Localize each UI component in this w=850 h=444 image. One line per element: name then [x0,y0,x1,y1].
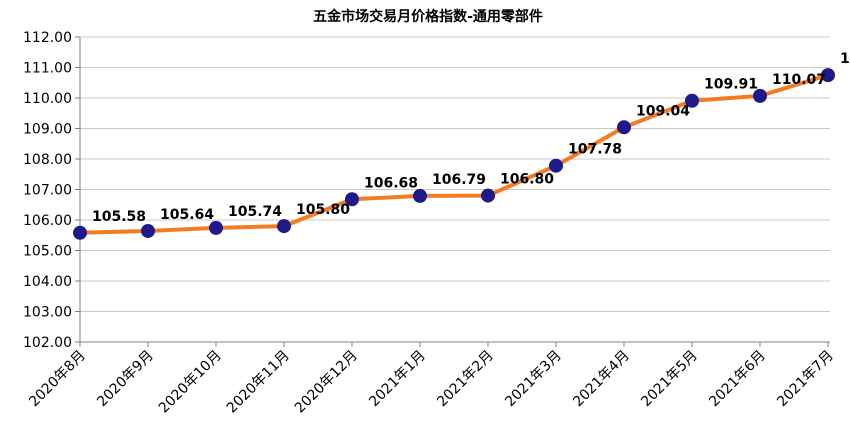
data-labels: 105.58 105.64 105.74 105.80 106.68 106.79 106.… [92,51,850,225]
data-point [617,120,631,135]
series-line [78,73,830,235]
data-point [549,158,563,173]
data-label: 105.80 [296,202,350,218]
data-label: 110.07 [772,72,826,88]
data-label: 105.58 [92,209,146,225]
data-label: 106.68 [364,175,418,191]
y-tick-label: 107.00 [23,183,72,199]
x-tick-label: 2021年1月 [366,348,429,411]
data-point [821,68,835,83]
data-point [413,188,427,203]
data-point [209,220,223,235]
x-tick-label: 2021年7月 [774,348,837,411]
data-label: 105.64 [160,207,214,223]
data-label: 106.80 [500,172,554,188]
data-point [345,192,359,207]
gridlines [80,36,830,343]
data-point [277,219,291,234]
x-tick-label: 2021年4月 [570,348,633,411]
x-tick-label: 2021年5月 [638,348,701,411]
y-tick-label: 105.00 [23,244,72,260]
x-tick-label: 2020年9月 [94,348,157,411]
y-tick-label: 104.00 [23,274,72,290]
x-tick-label: 2021年3月 [502,348,565,411]
data-point [753,88,767,103]
data-point [73,225,87,240]
x-tick-labels: 2020年8月 2020年9月 2020年10月 2020年11月 2020年12月 20… [26,348,837,417]
data-label: 110.75 [840,51,850,67]
x-tick-label: 2021年2月 [434,348,497,411]
x-tick-label: 2021年6月 [706,348,769,411]
y-tick-labels: 102.00 103.00 104.00 105.00 106.00 107.00 108.… [23,30,72,351]
data-point [685,93,699,108]
data-label: 109.91 [704,77,758,93]
data-point [481,188,495,203]
x-tick-label: 2020年10月 [156,348,225,417]
x-tick-label: 2020年12月 [292,348,361,417]
data-point [141,223,155,238]
data-label: 106.79 [432,172,486,188]
y-tick-label: 111.00 [23,61,72,77]
y-tick-label: 110.00 [23,91,72,107]
axes [75,36,830,347]
y-tick-label: 103.00 [23,305,72,321]
y-tick-label: 106.00 [23,213,72,229]
data-label: 107.78 [568,142,622,158]
x-tick-label: 2020年11月 [224,348,293,417]
x-tick-label: 2020年8月 [26,348,89,411]
y-tick-label: 112.00 [23,30,72,46]
y-tick-label: 102.00 [23,335,72,351]
y-tick-label: 108.00 [23,152,72,168]
y-tick-label: 109.00 [23,122,72,138]
series [73,68,835,240]
chart-title: 五金市场交易月价格指数-通用零部件 [313,8,543,25]
data-label: 109.04 [636,103,690,119]
data-label: 105.74 [228,204,282,220]
